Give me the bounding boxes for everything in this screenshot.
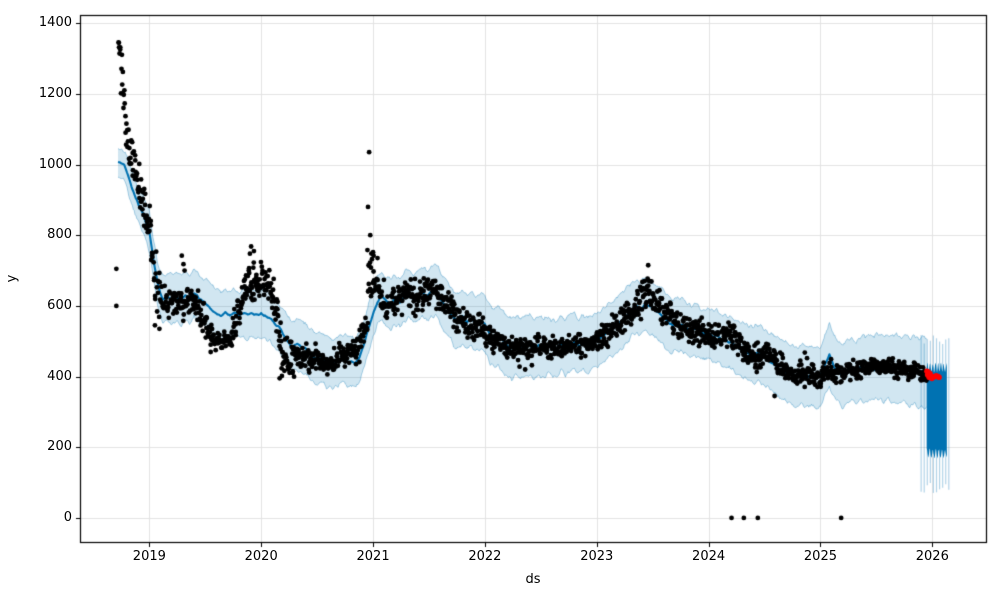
x-tick-label: 2021 — [356, 549, 390, 564]
y-tick-label: 600 — [47, 297, 72, 313]
y-tick-label: 400 — [47, 368, 72, 384]
y-tick-label: 1000 — [38, 156, 72, 172]
x-tick-label: 2019 — [132, 549, 166, 564]
y-tick-label: 200 — [47, 439, 72, 455]
x-tick-label: 2023 — [580, 549, 614, 564]
y-tick-label: 0 — [63, 509, 72, 525]
x-axis-label: ds — [525, 572, 541, 587]
y-tick-label: 1200 — [38, 85, 72, 101]
y-tick-label: 1400 — [38, 15, 72, 31]
x-tick-label: 2022 — [468, 549, 502, 564]
x-tick-label: 2026 — [915, 549, 949, 564]
x-tick-label: 2024 — [692, 549, 726, 564]
x-tick-label: 2020 — [244, 549, 278, 564]
x-tick-label: 2025 — [803, 549, 837, 564]
y-axis-label: y — [4, 274, 20, 283]
y-tick-label: 800 — [47, 227, 72, 243]
